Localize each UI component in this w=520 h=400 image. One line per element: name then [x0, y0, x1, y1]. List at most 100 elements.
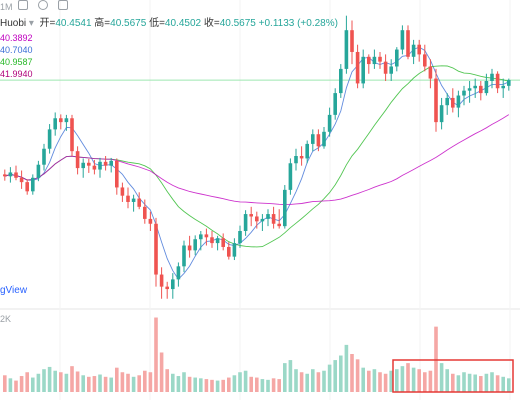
fullscreen-icon[interactable]: [58, 0, 68, 10]
candle-body: [467, 88, 472, 91]
volume-bar: [283, 363, 287, 392]
volume-bar: [271, 378, 276, 392]
candle-body: [92, 165, 97, 170]
ma-value-4: 41.9940: [0, 69, 33, 79]
volume-bar: [316, 372, 321, 392]
volume-bar: [165, 369, 169, 392]
volume-bar: [36, 373, 41, 392]
change-value: +0.1133 (+0.28%): [258, 18, 338, 29]
volume-bar: [417, 369, 421, 392]
volume-bar: [232, 375, 237, 392]
candle-body: [372, 56, 377, 65]
close-value: 40.5675: [219, 18, 256, 29]
candle-body: [495, 73, 500, 89]
volume-bar: [322, 370, 326, 392]
candle-body: [187, 245, 192, 251]
candle-body: [316, 134, 321, 147]
ma-value-2: 40.7040: [0, 45, 33, 55]
volume-bar: [294, 369, 298, 392]
volume-bar: [367, 370, 371, 392]
interval-label[interactable]: 1M: [0, 2, 13, 12]
volume-bar: [484, 373, 489, 392]
candle-body: [395, 49, 399, 67]
volume-bar: [98, 374, 102, 392]
volume-bar: [148, 372, 153, 392]
volume-bar: [204, 379, 209, 392]
candle-body: [87, 162, 91, 166]
volume-bar: [64, 373, 69, 392]
candle-body: [355, 51, 360, 84]
candle-body: [299, 156, 304, 159]
symbol-dropdown-icon[interactable]: ▾: [28, 18, 34, 29]
indicator-icon[interactable]: [38, 0, 48, 10]
candle-body: [507, 80, 511, 86]
volume-bar: [221, 379, 225, 392]
candle-body: [42, 148, 46, 165]
candle-body: [199, 234, 203, 240]
candle-body: [501, 85, 505, 89]
volume-bar: [25, 372, 29, 392]
candle-body: [120, 187, 125, 196]
candle-body: [305, 143, 309, 159]
candle-body: [350, 30, 354, 52]
candle-body: [361, 56, 365, 84]
volume-bar: [3, 375, 7, 392]
volume-bar: [288, 360, 293, 392]
candle-body: [490, 73, 494, 81]
volume-bar: [227, 377, 231, 392]
candle-body: [249, 214, 253, 217]
volume-bar: [383, 373, 388, 392]
volume-bar: [299, 372, 304, 392]
volume-bar: [439, 363, 444, 392]
volume-bar: [92, 376, 97, 392]
moving-average-line: [4, 114, 510, 206]
candle-body: [75, 151, 80, 169]
candle-body: [283, 189, 287, 227]
chart-settings-icon[interactable]: [18, 0, 28, 10]
volume-bar: [75, 371, 80, 392]
candle-body: [14, 172, 18, 178]
volume-bar: [131, 376, 136, 392]
candle-body: [171, 279, 175, 290]
volume-bar: [126, 373, 130, 392]
candle-body: [148, 218, 153, 224]
volume-bar: [210, 379, 214, 392]
candle-body: [193, 239, 197, 251]
low-value: 40.4502: [164, 18, 202, 29]
volume-bar: [339, 355, 343, 392]
candle-body: [311, 134, 315, 144]
volume-bar: [215, 380, 220, 392]
volume-bar: [187, 376, 192, 392]
volume-bar: [372, 369, 377, 392]
volume-bar: [159, 352, 164, 392]
candle-body: [47, 129, 52, 149]
volume-bar: [395, 369, 399, 392]
volume-bar: [411, 367, 416, 392]
volume-bar: [260, 379, 265, 392]
volume-label: 2K: [0, 314, 12, 324]
volume-bar: [501, 376, 505, 392]
candle-body: [439, 105, 444, 123]
candle-body: [339, 68, 343, 94]
candle-body: [176, 266, 181, 280]
candle-body: [288, 163, 293, 190]
candle-body: [473, 85, 477, 89]
volume-bar: [277, 379, 281, 392]
candle-body: [137, 198, 141, 207]
candle-body: [327, 114, 332, 132]
candle-body: [215, 238, 220, 244]
volume-bar: [361, 367, 365, 392]
low-label: 低: [149, 18, 160, 29]
candle-body: [131, 198, 136, 202]
volume-bar: [495, 375, 500, 392]
volume-bar: [462, 372, 466, 392]
volume-bar: [311, 369, 315, 392]
ma-value-3: 40.9587: [0, 57, 33, 67]
candle-body: [400, 30, 405, 50]
candle-body: [143, 206, 147, 219]
candle-body: [423, 54, 427, 67]
candle-body: [260, 218, 265, 222]
volume-bar: [109, 377, 113, 392]
candle-body: [367, 56, 371, 65]
